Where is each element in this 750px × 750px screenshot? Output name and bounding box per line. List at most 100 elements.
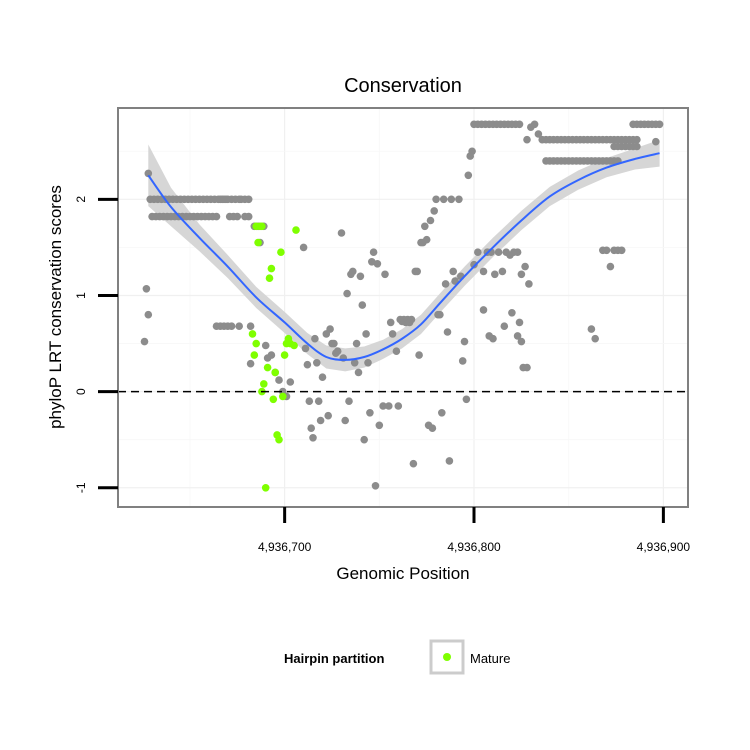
data-point — [617, 246, 626, 255]
data-point — [212, 212, 221, 221]
data-point — [517, 337, 526, 346]
data-point — [409, 459, 418, 468]
data-point — [513, 332, 522, 340]
data-point — [447, 195, 456, 204]
data-point — [275, 376, 283, 384]
data-point — [436, 310, 444, 319]
data-point — [521, 262, 529, 271]
data-point — [422, 235, 431, 244]
data-point — [379, 402, 387, 410]
y-tick-label: 0 — [74, 388, 88, 395]
data-point — [333, 347, 342, 356]
data-point — [523, 363, 531, 372]
data-point — [606, 262, 615, 271]
data-point — [513, 248, 522, 256]
data-point-mature — [277, 248, 285, 256]
data-point — [305, 397, 314, 406]
data-point — [458, 357, 467, 365]
data-point — [354, 368, 363, 377]
points-layer — [140, 120, 664, 492]
data-point — [358, 301, 367, 309]
data-point — [318, 373, 327, 382]
data-point — [343, 289, 351, 298]
data-point-mature — [248, 330, 257, 338]
y-axis-title: phyloP LRT conservation scores — [46, 185, 65, 429]
data-point — [500, 322, 509, 331]
data-point — [326, 325, 334, 333]
data-point — [587, 325, 596, 333]
data-point — [373, 260, 382, 268]
data-point — [307, 424, 316, 433]
x-tick-label: 4,936,800 — [447, 540, 501, 554]
data-point — [432, 195, 440, 204]
data-point — [479, 267, 488, 276]
data-point — [655, 120, 664, 129]
data-point — [489, 334, 497, 343]
data-point-mature — [271, 368, 280, 377]
data-point — [523, 135, 531, 144]
data-point — [313, 359, 321, 367]
data-point — [246, 322, 255, 331]
data-point — [286, 378, 295, 386]
data-point — [421, 222, 429, 231]
x-tick-label: 4,936,700 — [258, 540, 312, 554]
data-point — [299, 243, 308, 252]
data-point — [366, 409, 374, 417]
data-point-mature — [280, 351, 289, 359]
data-point — [267, 351, 276, 359]
data-point — [345, 397, 353, 406]
data-point — [517, 270, 526, 279]
data-point — [324, 411, 333, 420]
data-point — [430, 207, 439, 215]
data-point — [330, 339, 338, 348]
data-point — [352, 339, 361, 348]
data-point-mature — [279, 392, 287, 401]
data-point-mature — [263, 363, 272, 372]
data-point — [350, 359, 359, 367]
y-tick-label: -1 — [74, 482, 88, 493]
data-point — [303, 360, 312, 369]
data-point — [385, 402, 393, 410]
plot-panel — [117, 107, 689, 508]
data-point-mature — [267, 264, 276, 273]
smooth-line-layer — [147, 152, 660, 361]
panel-border — [117, 107, 689, 508]
data-point — [369, 248, 378, 256]
data-point — [381, 270, 389, 279]
data-point — [311, 334, 319, 343]
legend-label-mature: Mature — [470, 651, 510, 666]
data-point — [633, 142, 641, 151]
data-point — [462, 395, 471, 404]
y-tick-label: 1 — [74, 292, 88, 299]
data-point — [233, 212, 242, 221]
data-point-mature — [261, 484, 270, 492]
data-point — [426, 216, 435, 225]
data-point-mature — [269, 395, 278, 404]
data-point — [375, 421, 384, 430]
data-point — [316, 416, 325, 425]
data-point — [244, 195, 253, 204]
data-point — [602, 246, 611, 255]
data-point — [364, 359, 372, 367]
data-point — [525, 280, 533, 288]
data-point — [341, 416, 350, 425]
confidence-band — [148, 139, 660, 372]
confidence-band-layer — [148, 139, 660, 372]
data-point — [515, 120, 524, 129]
y-tick-label: 2 — [74, 196, 88, 203]
data-point — [445, 457, 454, 465]
data-point — [591, 334, 599, 343]
data-point-mature — [250, 351, 259, 359]
x-axis-title: Genomic Position — [336, 564, 469, 583]
data-point — [407, 315, 416, 324]
data-point — [439, 195, 448, 204]
data-point — [530, 120, 539, 129]
data-point-mature — [275, 435, 283, 444]
data-point — [394, 402, 403, 410]
smooth-line — [147, 152, 660, 361]
data-point — [491, 270, 499, 279]
legend: Hairpin partition Mature — [284, 639, 510, 675]
data-point — [360, 435, 369, 444]
legend-key-mature-dot — [443, 653, 451, 661]
